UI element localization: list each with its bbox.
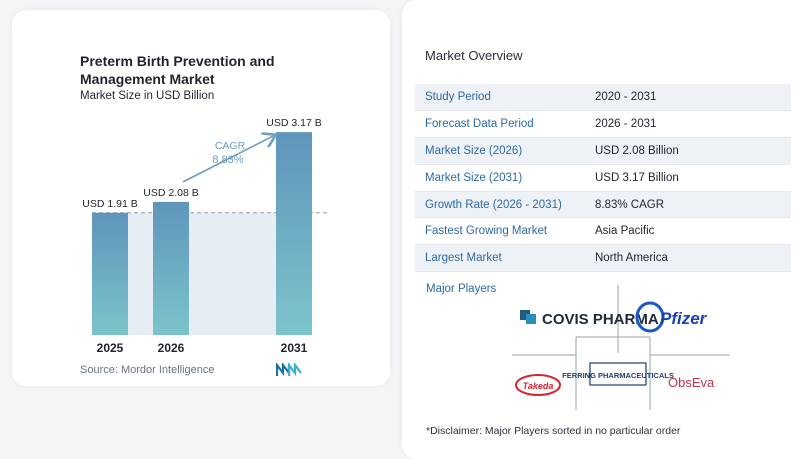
source-text: Source: Mordor Intelligence: [80, 364, 215, 376]
row-key: Fastest Growing Market: [415, 217, 595, 246]
row-value: 8.83% CAGR: [595, 191, 791, 219]
pfizer-logo: Pfizer: [635, 301, 708, 333]
data-label: USD 2.08 B: [143, 187, 198, 199]
ferring-logo-text: FERRING PHARMACEUTICALS: [562, 371, 674, 380]
takeda-logo-text: Takeda: [523, 381, 554, 391]
takeda-logo: Takeda: [515, 374, 561, 396]
table-row: Market Size (2031) USD 3.17 Billion: [415, 164, 791, 192]
disclaimer-text: *Disclaimer: Major Players sorted in no …: [426, 425, 681, 437]
major-players-label: Major Players: [426, 283, 497, 295]
x-tick-label: 2031: [281, 341, 308, 355]
row-value: USD 3.17 Billion: [595, 164, 791, 192]
table-row: Fastest Growing Market Asia Pacific: [415, 217, 791, 246]
chart-subtitle: Market Size in USD Billion: [80, 90, 215, 102]
bar-2025: [92, 212, 128, 335]
overview-title: Market Overview: [425, 48, 523, 63]
covis-logo-text: COVIS PHARMA: [542, 311, 659, 328]
overview-table: Study Period 2020 - 2031 Forecast Data Pe…: [415, 84, 791, 273]
pfizer-logo-text: Pfizer: [660, 309, 708, 328]
chart-title: Preterm Birth Prevention and Management …: [80, 53, 275, 87]
cagr-arrow: [182, 136, 273, 183]
data-label: USD 3.17 B: [266, 117, 321, 129]
table-row: Study Period 2020 - 2031: [415, 84, 791, 112]
data-label: USD 1.91 B: [82, 198, 137, 210]
cagr-label: CAGR: [215, 140, 246, 152]
bar-2031: [276, 132, 312, 335]
bar-2026: [153, 201, 189, 335]
cagr-value: 8.83%: [212, 154, 243, 166]
row-key: Forecast Data Period: [415, 110, 595, 139]
row-value: 2026 - 2031: [595, 110, 791, 139]
row-key: Study Period: [415, 84, 595, 112]
x-tick-label: 2026: [158, 341, 185, 355]
obseva-logo: ObsEva: [668, 375, 715, 390]
row-value: North America: [595, 244, 791, 273]
table-row: Largest Market North America: [415, 244, 791, 273]
row-value: 2020 - 2031: [595, 84, 791, 112]
covis-logo: COVIS PHARMA: [520, 310, 659, 328]
ferring-logo: FERRING PHARMACEUTICALS: [562, 362, 674, 386]
reference-band: [92, 212, 312, 335]
mordor-intelligence-logo-icon: [276, 363, 302, 377]
obseva-logo-text: ObsEva: [668, 375, 715, 390]
table-row: Forecast Data Period 2026 - 2031: [415, 110, 791, 139]
row-value: USD 2.08 Billion: [595, 137, 791, 165]
x-tick-label: 2025: [97, 341, 124, 355]
major-players-grid: COVIS PHARMA Pfizer Takeda FERRING PHARM…: [512, 285, 730, 410]
table-row: Market Size (2026) USD 2.08 Billion: [415, 137, 791, 165]
bar-chart: USD 1.91 B 2025 USD 2.08 B 2026 USD 3.17 B 20…: [82, 117, 328, 355]
row-key: Growth Rate (2026 - 2031): [415, 191, 595, 219]
table-row: Growth Rate (2026 - 2031) 8.83% CAGR: [415, 191, 791, 219]
row-value: Asia Pacific: [595, 217, 791, 246]
row-key: Market Size (2031): [415, 164, 595, 192]
row-key: Largest Market: [415, 244, 595, 273]
row-key: Market Size (2026): [415, 137, 595, 165]
